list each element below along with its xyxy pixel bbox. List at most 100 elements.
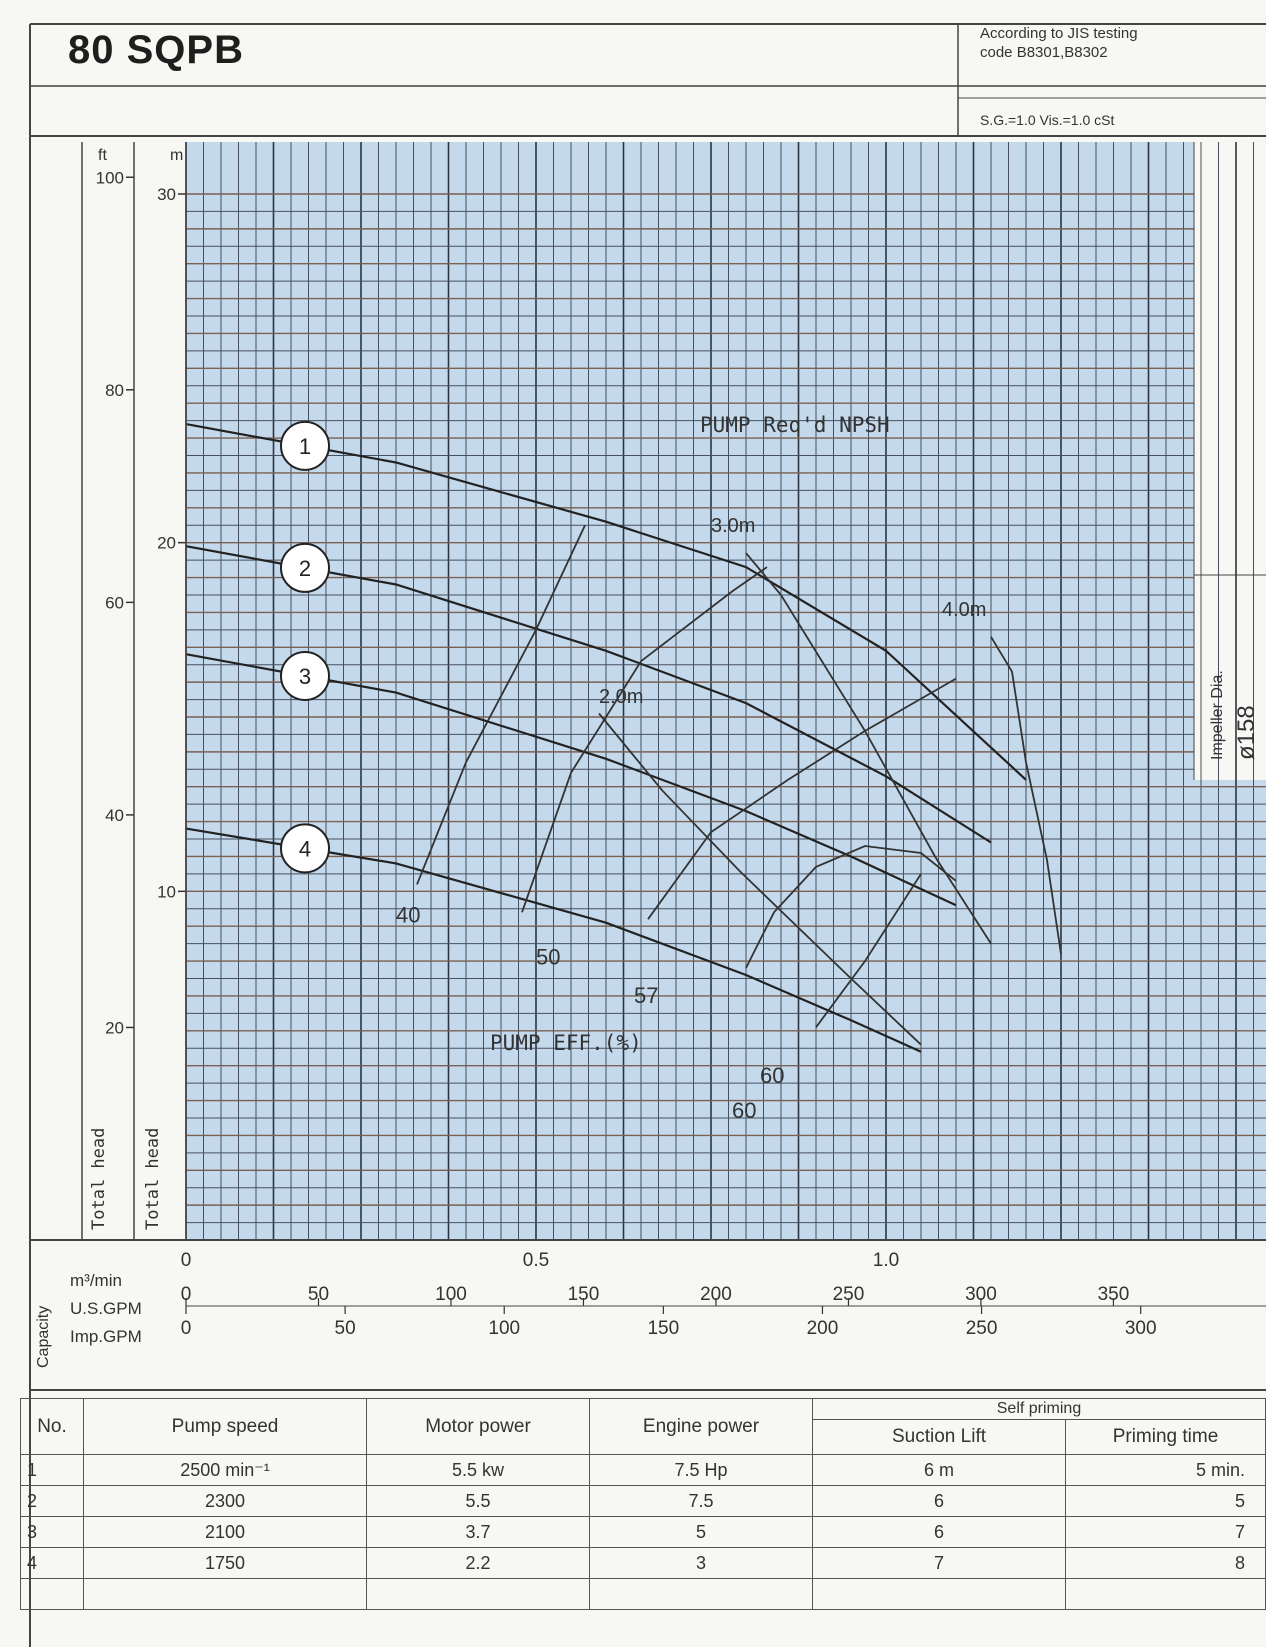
series-line-1 [185,423,1027,781]
total-head-m-label: Total head [143,1128,163,1230]
frame [29,23,1266,1647]
col-suction: Suction Lift [812,1419,1066,1455]
impgpm-tick-label: 100 [488,1318,520,1339]
series-label-3: 3 [299,664,311,689]
cell-priming: 5 [1065,1485,1266,1517]
impgpm-tick-label: 300 [1125,1318,1157,1339]
efficiency-label-40: 40 [396,903,420,928]
col-self-priming: Self priming [812,1398,1266,1420]
series-marker-3 [280,650,330,701]
cell-priming: 8 [1065,1547,1266,1579]
efficiency-label-60: 60 [732,1098,756,1123]
spec-table: No. Pump speed Motor power Engine power … [20,1398,1266,1610]
usgpm-tick-label: 300 [965,1284,997,1305]
standard-note: According to JIS testing code B8301,B830… [980,24,1260,62]
cell-speed: 2100 [83,1516,367,1548]
test-conditions: S.G.=1.0 Vis.=1.0 cSt [980,112,1115,128]
cell-no: 1 [20,1454,84,1486]
usgpm-tick-label: 100 [435,1284,467,1305]
table-row: 2 2300 5.5 7.5 6 5 [20,1485,1266,1517]
efficiency-label-60: 60 [760,1063,784,1088]
efficiency-label-50: 50 [536,945,560,970]
col-speed: Pump speed [83,1398,367,1455]
table-row: 1 2500 min⁻¹ 5.5 kw 7.5 Hp 6 m 5 min. [20,1454,1266,1486]
cell-motor: 3.7 [366,1516,590,1548]
capacity-label: Capacity [35,1306,52,1368]
cell-motor: 5.5 [366,1485,590,1517]
npsh-annotation: PUMP Req'd NPSH [700,413,890,437]
npsh-curve-4.0m [990,636,1062,955]
impgpm-tick-label: 200 [807,1318,839,1339]
efficiency-contour-57 [647,677,957,920]
table-row: 3 2100 3.7 5 6 7 [20,1516,1266,1548]
npsh-label-2.0m: 2.0m [599,686,643,708]
npsh-curve-2.0m [598,712,922,1046]
standard-line-1: According to JIS testing [980,25,1138,42]
usgpm-tick-label: 50 [308,1284,329,1305]
cell-priming: 7 [1065,1516,1266,1548]
efficiency-annotation: PUMP EFF.(%) [490,1031,642,1055]
total-head-ft-label: Total head [89,1128,109,1230]
impgpm-tick-label: 50 [335,1318,356,1339]
efficiency-contour-50 [521,566,768,913]
npsh-label-3.0m: 3.0m [711,515,755,537]
impgpm-tick-label: 0 [181,1318,192,1339]
series-line-4 [185,827,922,1053]
m3-tick-label: 0.5 [523,1250,549,1271]
series-marker-1 [280,420,330,471]
cell-speed: 2300 [83,1485,367,1517]
series-line-2 [185,545,992,844]
cell-suction: 7 [812,1547,1066,1579]
m-tick-label: 20 [157,534,176,553]
usgpm-tick-label: 350 [1098,1284,1130,1305]
cell-no: 3 [20,1516,84,1548]
series-line-3 [185,653,957,907]
usgpm-tick-label: 200 [700,1284,732,1305]
ft-unit-label: ft [98,147,107,164]
ft-tick-label: 60 [105,593,124,612]
cell-motor: 5.5 kw [366,1454,590,1486]
ft-tick-label: 80 [105,381,124,400]
usgpm-tick-label: 250 [833,1284,865,1305]
cell-motor: 2.2 [366,1547,590,1579]
col-no: No. [20,1398,84,1455]
usgpm-tick-label: 150 [568,1284,600,1305]
grid-background [186,142,1194,1240]
cell-engine: 3 [589,1547,813,1579]
cell-suction: 6 [812,1485,1066,1517]
page-title: 80 SQPB [68,28,244,72]
graph-lower-right-patch [1194,780,1266,1240]
m3-tick-label: 1.0 [873,1250,899,1271]
usgpm-unit-label: U.S.GPM [70,1299,142,1318]
efficiency-label-57: 57 [634,983,658,1008]
series-label-4: 4 [299,836,311,861]
series-marker-2 [280,542,330,593]
table-row: 4 1750 2.2 3 7 8 [20,1547,1266,1579]
efficiency-contour-60 [745,845,957,969]
cell-suction: 6 m [812,1454,1066,1486]
m-unit-label: m [170,147,183,164]
cell-no: 4 [20,1547,84,1579]
m3-unit-label: m³/min [70,1271,122,1290]
impgpm-unit-label: Imp.GPM [70,1327,142,1346]
cell-engine: 7.5 Hp [589,1454,813,1486]
ft-tick-label: 100 [96,168,124,187]
impgpm-tick-label: 250 [966,1318,998,1339]
m3-tick-label: 0 [181,1250,192,1271]
ft-tick-label: 20 [105,1018,124,1037]
cell-priming: 5 min. [1065,1454,1266,1486]
cell-engine: 7.5 [589,1485,813,1517]
cell-engine: 5 [589,1516,813,1548]
col-motor: Motor power [366,1398,590,1455]
m-tick-label: 30 [157,185,176,204]
npsh-curve-3.0m [745,552,992,945]
npsh-layer: 2.0m 3.0m 4.0m [598,515,1062,1046]
cell-speed: 2500 min⁻¹ [83,1454,367,1486]
col-priming: Priming time [1065,1419,1266,1455]
impeller-value: ø158 [1233,705,1260,760]
series-marker-4 [280,823,330,874]
cell-no: 2 [20,1485,84,1517]
